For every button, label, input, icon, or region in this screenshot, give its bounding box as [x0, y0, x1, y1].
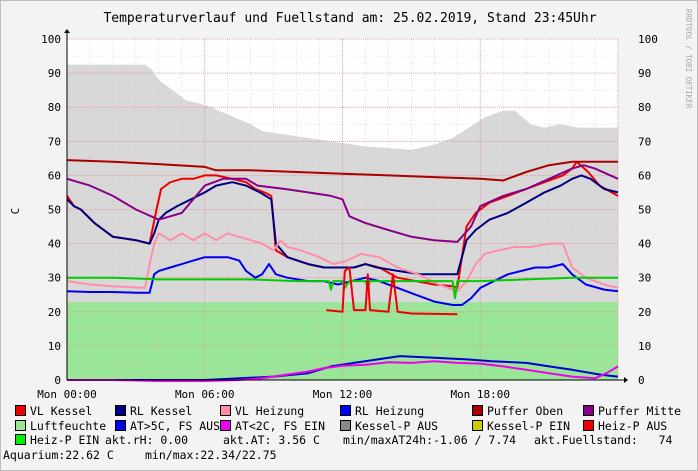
legend-item-heiz-p-aus: Heiz-P AUS: [583, 419, 667, 433]
y-tick-label-right: 10: [638, 340, 651, 353]
legend-swatch: [220, 405, 231, 416]
y-tick-label-left: 50: [48, 204, 61, 217]
y-tick-label-right: 40: [638, 238, 651, 251]
legend-item-vl-kessel: VL Kessel: [15, 404, 92, 418]
legend-label: VL Heizung: [235, 404, 305, 418]
series-puffer-mitte: [66, 164, 619, 243]
legend-item-at-2c-fs-ein: AT<2C, FS EIN: [220, 419, 325, 433]
legend-item-luftfeuchte: Luftfeuchte: [15, 419, 106, 433]
legend-swatch: [15, 405, 26, 416]
legend-swatch: [472, 419, 483, 431]
legend-item-rl-heizung: RL Heizung: [340, 404, 424, 418]
y-tick-label-right: 80: [638, 101, 651, 114]
y-axis-arrow: [64, 29, 70, 33]
legend-label: RL Heizung: [355, 404, 425, 418]
legend-item-at-5c-fs-aus: AT>5C, FS AUS: [115, 419, 220, 433]
legend-label: Puffer Oben: [487, 404, 564, 418]
legend-swatch: [472, 405, 483, 416]
y-tick-label-right: 0: [638, 374, 645, 387]
series-vl-heizung: [66, 232, 619, 293]
chart: Temperaturverlauf und Fuellstand am: 25.…: [9, 9, 693, 401]
minmax-at-readout: min/maxAT24h:-1.06 / 7.74: [343, 433, 517, 447]
y-tick-label-left: 90: [48, 67, 61, 80]
legend-swatch: [15, 419, 26, 431]
legend-label: RL Kessel: [130, 404, 193, 418]
y-tick-label-right: 100: [638, 33, 658, 46]
y-tick-label-right: 50: [638, 204, 651, 217]
legend-row-4: Aquarium:22.62 C min/max:22.34/22.75: [3, 447, 695, 463]
y-tick-label-left: 60: [48, 169, 61, 182]
legend-item-heiz-p-ein: Heiz-P EIN: [15, 433, 99, 447]
legend-item-puffer-oben: Puffer Oben: [472, 404, 563, 418]
aquarium-minmax-readout: min/max:22.34/22.75: [145, 447, 277, 462]
aquarium-readout: Aquarium:22.62 C: [3, 447, 114, 462]
legend-label: Heiz-P AUS: [598, 418, 668, 433]
chart-title: Temperaturverlauf und Fuellstand am: 25.…: [103, 11, 596, 26]
axis-layer: [64, 29, 628, 383]
akt-rh-readout: akt.rH: 0.00: [105, 433, 189, 447]
legend-label: VL Kessel: [30, 404, 93, 418]
y-tick-label-right: 90: [638, 67, 651, 80]
legend-label: Kessel-P AUS: [355, 418, 439, 433]
series-rl-kessel: [66, 174, 619, 276]
x-tick-label: Mon 12:00: [313, 388, 373, 401]
legend-swatch: [115, 419, 126, 431]
x-tick-label: Mon 06:00: [175, 388, 235, 401]
legend-label: Puffer Mitte: [598, 404, 682, 418]
series-puffer-oben: [66, 159, 618, 182]
series-luftfeuchte: [67, 276, 618, 300]
x-tick-label: Mon 18:00: [450, 388, 510, 401]
akt-fuellstand-readout: akt.Fuellstand: 74: [534, 433, 673, 447]
y-axis-label: C: [9, 208, 22, 215]
legend-label: Heiz-P EIN: [30, 433, 100, 447]
y-tick-label-left: 30: [48, 272, 61, 285]
y-tick-label-left: 10: [48, 340, 61, 353]
legend-swatch: [15, 434, 26, 445]
y-tick-label-left: 40: [48, 238, 61, 251]
y-tick-label-left: 100: [41, 33, 61, 46]
legend-swatch: [340, 419, 351, 431]
y-tick-label-left: 0: [54, 374, 61, 387]
legend-swatch: [583, 405, 594, 416]
legend: VL Kessel RL Kessel VL Heizung RL Heizung Pu…: [3, 404, 695, 463]
y-tick-label-right: 20: [638, 306, 651, 319]
y-tick-label-left: 70: [48, 135, 61, 148]
legend-row-3: akt.rH: 0.00 akt.AT: 3.56 C min/maxAT24h…: [15, 433, 695, 448]
legend-label: AT<2C, FS EIN: [235, 418, 326, 433]
legend-item-vl-heizung: VL Heizung: [220, 404, 304, 418]
legend-row-1: VL Kessel RL Kessel VL Heizung RL Heizung Pu…: [15, 404, 695, 419]
grid-layer: [66, 38, 619, 381]
legend-item-puffer-mitte: Puffer Mitte: [583, 404, 681, 418]
legend-swatch: [115, 405, 126, 416]
y-tick-label-left: 20: [48, 306, 61, 319]
legend-row-2: Luftfeuchte AT>5C, FS AUS AT<2C, FS EIN Kes…: [15, 419, 695, 434]
legend-swatch: [583, 419, 594, 431]
legend-label: Kessel-P EIN: [487, 418, 571, 433]
tick-label-layer: 0 0 10 10 20 20 30 30 40 40 50 50 60 60 70 70 80 80 90 90 10…: [37, 33, 658, 401]
y-tick-label-left: 80: [48, 101, 61, 114]
legend-swatch: [220, 419, 231, 431]
y-tick-label-right: 70: [638, 135, 651, 148]
legend-item-kessel-p-aus: Kessel-P AUS: [340, 419, 438, 433]
legend-swatch: [340, 405, 351, 416]
series-heiz-p-aus: [326, 266, 458, 316]
legend-item-kessel-p-ein: Kessel-P EIN: [472, 419, 570, 433]
x-axis-arrow: [624, 377, 628, 383]
x-tick-label: Mon 00:00: [37, 388, 97, 401]
legend-label: Luftfeuchte: [30, 418, 107, 433]
y-tick-label-right: 30: [638, 272, 651, 285]
legend-label: AT>5C, FS AUS: [130, 418, 221, 433]
akt-at-readout: akt.AT: 3.56 C: [223, 433, 320, 447]
y-tick-label-right: 60: [638, 169, 651, 182]
watermark: RRDTOOL / TOBI OETIKER: [684, 9, 693, 109]
legend-item-rl-kessel: RL Kessel: [115, 404, 192, 418]
